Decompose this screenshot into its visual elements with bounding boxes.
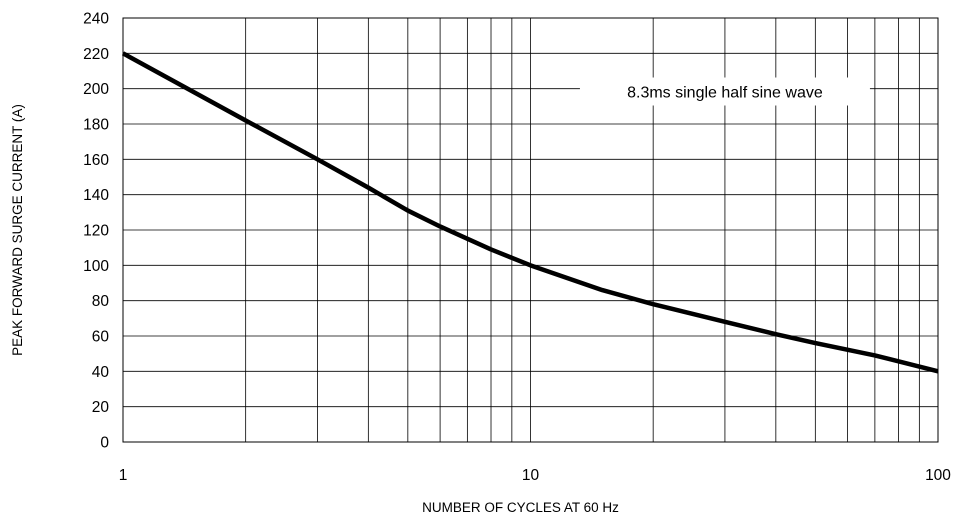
x-tick-label-2: 100 bbox=[925, 467, 951, 484]
annotation-background bbox=[579, 77, 870, 106]
plot-frame bbox=[122, 17, 939, 443]
x-tick-labels: 1 10 100 bbox=[119, 467, 952, 484]
y-tick-label-1: 20 bbox=[92, 399, 110, 416]
series-layer bbox=[121, 51, 939, 374]
y-tick-label-7: 140 bbox=[83, 187, 109, 204]
y-tick-label-6: 120 bbox=[83, 223, 109, 240]
series-line-0 bbox=[121, 51, 939, 374]
y-tick-label-11: 220 bbox=[83, 46, 109, 63]
x-tick-label-0: 1 bbox=[119, 467, 128, 484]
y-tick-label-2: 40 bbox=[92, 364, 110, 381]
y-axis-title: PEAK FORWARD SURGE CURRENT (A) bbox=[10, 104, 25, 356]
y-tick-label-9: 180 bbox=[83, 117, 109, 134]
y-tick-label-12: 240 bbox=[83, 11, 109, 28]
y-tick-labels: 0 20 40 60 80 100 120 140 160 180 200 220 240 bbox=[83, 11, 109, 452]
y-tick-label-5: 100 bbox=[83, 258, 109, 275]
y-tick-label-0: 0 bbox=[100, 435, 109, 452]
y-tick-label-3: 60 bbox=[92, 329, 110, 346]
x-tick-label-1: 10 bbox=[522, 467, 540, 484]
annotation: 8.3ms single half sine wave bbox=[579, 77, 870, 106]
x-axis-title: NUMBER OF CYCLES AT 60 Hz bbox=[422, 500, 619, 515]
y-tick-label-8: 160 bbox=[83, 152, 109, 169]
annotation-text: 8.3ms single half sine wave bbox=[627, 85, 823, 102]
y-tick-label-10: 200 bbox=[83, 81, 109, 98]
y-tick-label-4: 80 bbox=[92, 293, 110, 310]
